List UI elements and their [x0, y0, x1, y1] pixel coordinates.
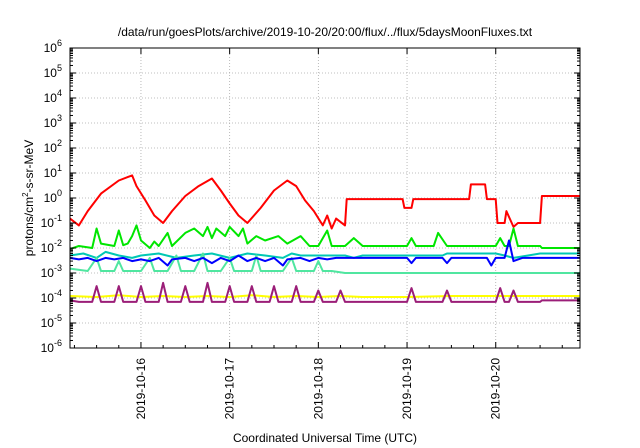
- y-tick-label: 106: [44, 38, 62, 55]
- y-tick-base: 10: [44, 141, 58, 155]
- y-tick-base: 10: [44, 66, 58, 80]
- series-line-6: [69, 294, 580, 298]
- y-tick-label: 10-3: [41, 263, 62, 280]
- y-axis-label: protons/cm2-s-sr-MeV: [21, 140, 36, 256]
- series-line-1: [69, 174, 580, 230]
- y-tick-base: 10: [44, 191, 58, 205]
- y-tick-label: 103: [44, 113, 62, 130]
- y-tick-exponent: -4: [54, 288, 62, 298]
- y-tick-base: 10: [41, 241, 55, 255]
- series-group: [69, 174, 580, 303]
- y-axis-label-rest: -s-sr-MeV: [22, 140, 36, 193]
- y-tick-base: 10: [41, 341, 55, 355]
- y-tick-base: 10: [41, 216, 55, 230]
- x-tick-label: 2019-10-16: [134, 358, 148, 420]
- y-tick-base: 10: [41, 291, 55, 305]
- y-tick-exponent: 3: [57, 113, 62, 123]
- axes: 10610510410310210110010-110-210-310-410-…: [41, 38, 581, 420]
- y-tick-base: 10: [44, 41, 58, 55]
- y-tick-label: 10-4: [41, 288, 62, 305]
- y-tick-exponent: 5: [57, 63, 62, 73]
- y-tick-label: 10-5: [41, 313, 62, 330]
- y-axis-label-base: protons/cm: [22, 197, 36, 256]
- series-line-7: [69, 281, 580, 303]
- y-tick-label: 105: [44, 63, 62, 80]
- x-axis-label: Coordinated Universal Time (UTC): [233, 431, 417, 445]
- y-tick-label: 10-1: [41, 213, 62, 230]
- series-line-5: [69, 239, 580, 267]
- y-tick-label: 104: [44, 88, 62, 105]
- y-tick-base: 10: [44, 91, 58, 105]
- series-line-3: [69, 250, 580, 259]
- y-tick-exponent: 1: [57, 163, 62, 173]
- y-axis-label-sup: 2: [21, 192, 30, 197]
- y-tick-base: 10: [44, 116, 58, 130]
- y-tick-exponent: -2: [54, 238, 62, 248]
- grid: [70, 48, 580, 348]
- y-tick-label: 10-2: [41, 238, 62, 255]
- chart-title: /data/run/goesPlots/archive/2019-10-20/2…: [118, 25, 533, 39]
- y-tick-base: 10: [41, 316, 55, 330]
- y-tick-exponent: 2: [57, 138, 62, 148]
- y-tick-exponent: -3: [54, 263, 62, 273]
- y-tick-label: 102: [44, 138, 62, 155]
- y-tick-base: 10: [41, 266, 55, 280]
- y-tick-exponent: -5: [54, 313, 62, 323]
- y-tick-label: 100: [44, 188, 62, 205]
- y-tick-exponent: -6: [54, 338, 62, 348]
- y-tick-exponent: -1: [54, 213, 62, 223]
- x-tick-label: 2019-10-19: [400, 358, 414, 420]
- y-tick-exponent: 6: [57, 38, 62, 48]
- y-tick-label: 10-6: [41, 338, 62, 355]
- y-tick-exponent: 0: [57, 188, 62, 198]
- series-line-2: [69, 224, 580, 251]
- x-tick-label: 2019-10-18: [311, 358, 325, 420]
- x-tick-label: 2019-10-17: [223, 358, 237, 420]
- x-tick-label: 2019-10-20: [489, 358, 503, 420]
- series-line-4: [69, 252, 580, 274]
- y-tick-exponent: 4: [57, 88, 62, 98]
- y-tick-base: 10: [44, 166, 58, 180]
- y-tick-label: 101: [44, 163, 62, 180]
